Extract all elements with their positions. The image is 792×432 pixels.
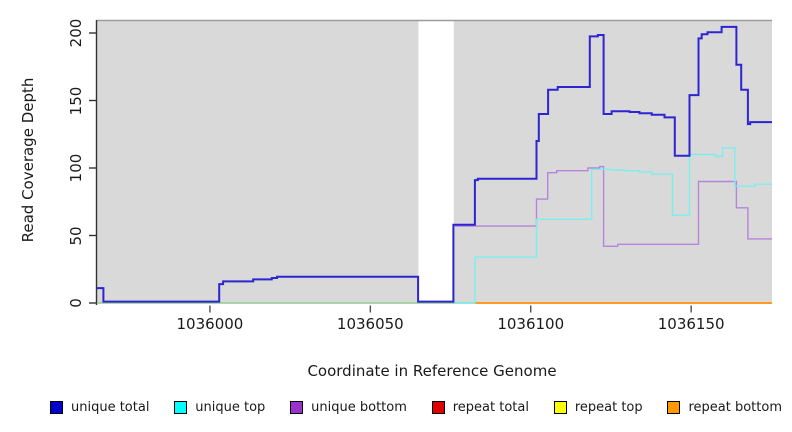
legend-swatch-icon — [553, 401, 567, 414]
legend-swatch-icon — [290, 401, 304, 414]
y-axis-label: Read Coverage Depth — [19, 77, 37, 243]
xtick-label: 1036100 — [497, 315, 565, 333]
ytick-label: 0 — [67, 298, 85, 308]
legend-item-text: repeat top — [574, 400, 643, 415]
x-axis-label: Coordinate in Reference Genome — [307, 362, 557, 380]
legend-swatch-icon — [431, 401, 445, 414]
series-unique-bottom — [454, 165, 772, 247]
legend-item-unique-bottom: unique bottom — [290, 400, 407, 415]
legend-item-unique-total: unique total — [50, 400, 149, 415]
xtick-label: 1036000 — [176, 315, 244, 333]
ytick-label: 50 — [67, 225, 85, 246]
legend-item-repeat-bottom: repeat bottom — [667, 400, 782, 415]
xtick-label: 1036050 — [336, 315, 404, 333]
legend-item-unique-top: unique top — [174, 400, 265, 415]
legend-item-text: unique top — [195, 400, 266, 415]
series-unique-top — [454, 147, 772, 304]
legend-item-repeat-top: repeat top — [553, 400, 643, 415]
legend-swatch-icon — [174, 401, 188, 414]
xtick-label: 1036150 — [657, 315, 725, 333]
legend-item-repeat-total: repeat total — [431, 400, 529, 415]
series-unique-total — [97, 25, 772, 303]
legend-item-text: unique bottom — [311, 400, 407, 415]
legend-item-text: unique total — [71, 400, 150, 415]
legend-swatch-icon — [667, 401, 681, 414]
legend-swatch-icon — [50, 401, 63, 414]
ytick-label: 150 — [67, 86, 85, 115]
panel-right — [453, 20, 772, 303]
legend-item-text: repeat total — [452, 400, 529, 415]
panel-left — [97, 20, 419, 303]
legend-item-text: repeat bottom — [688, 400, 782, 415]
ytick-label: 200 — [67, 18, 85, 48]
legend: unique total unique top unique bottom repea… — [50, 400, 782, 415]
ytick-label: 100 — [67, 153, 85, 183]
